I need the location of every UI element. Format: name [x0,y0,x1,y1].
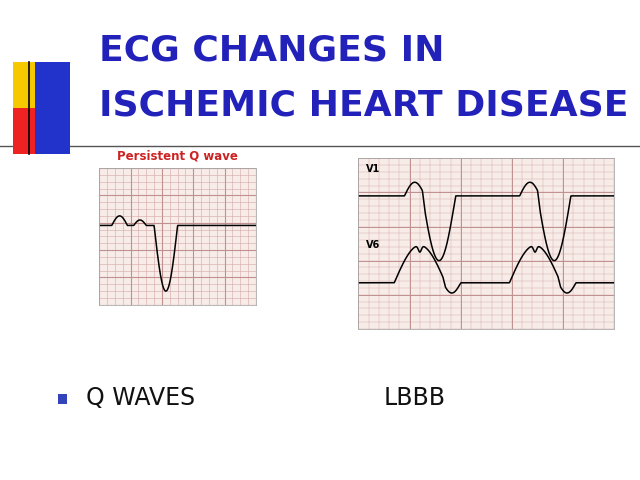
Text: Persistent Q wave: Persistent Q wave [117,149,238,162]
Text: LBBB: LBBB [384,386,446,410]
Text: Q WAVES: Q WAVES [86,386,196,410]
Bar [13,108,48,154]
Bar [58,394,67,404]
Text: ISCHEMIC HEART DISEASE: ISCHEMIC HEART DISEASE [99,89,628,122]
Text: V6: V6 [366,240,380,250]
Text: V1: V1 [366,164,380,173]
Bar [13,62,48,108]
Bar [35,62,70,154]
Text: ECG CHANGES IN: ECG CHANGES IN [99,34,445,67]
